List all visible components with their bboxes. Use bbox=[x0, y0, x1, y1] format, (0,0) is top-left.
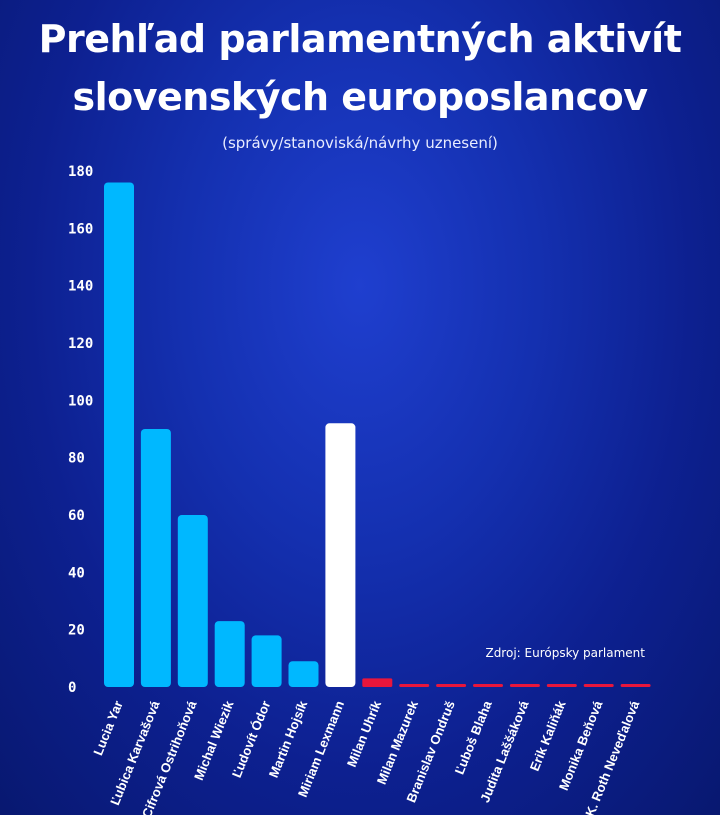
x-tick-label: Ľuboš Blaha bbox=[452, 698, 495, 777]
bars-group bbox=[104, 182, 651, 687]
bar bbox=[546, 684, 577, 687]
y-tick-label: 160 bbox=[68, 221, 93, 237]
x-tick-label: Ľudovít Ódor bbox=[229, 699, 273, 780]
x-tick-label: Erik Kaliňák bbox=[527, 698, 569, 773]
bar bbox=[325, 423, 356, 687]
y-tick-label: 120 bbox=[68, 336, 93, 352]
y-tick-label: 180 bbox=[68, 164, 93, 180]
bar bbox=[140, 429, 171, 687]
y-tick-label: 0 bbox=[68, 680, 76, 696]
bar bbox=[177, 515, 208, 687]
bar bbox=[509, 684, 540, 687]
y-tick-label: 140 bbox=[68, 279, 93, 295]
source-note: Zdroj: Európsky parlament bbox=[485, 646, 645, 660]
chart-title-line2: slovenských europoslancov bbox=[72, 75, 648, 119]
bar bbox=[399, 684, 430, 687]
chart-title-line1: Prehľad parlamentných aktivít bbox=[38, 17, 682, 61]
y-tick-label: 100 bbox=[68, 393, 93, 409]
y-axis: 0 20 40 60 80 100 120 140 160 180 bbox=[68, 164, 93, 696]
bar bbox=[620, 684, 651, 687]
x-tick-label: Martin Hojsík bbox=[266, 698, 311, 780]
x-tick-label: Milan Uhrík bbox=[344, 698, 384, 769]
bar bbox=[251, 635, 282, 687]
bar bbox=[214, 621, 245, 687]
bar bbox=[473, 684, 503, 687]
bar bbox=[104, 182, 134, 687]
bar bbox=[362, 678, 393, 687]
y-tick-label: 40 bbox=[68, 565, 85, 581]
x-tick-label: Lucia Yar bbox=[90, 699, 125, 758]
y-tick-label: 20 bbox=[68, 623, 85, 639]
bar bbox=[436, 684, 467, 687]
bar bbox=[583, 684, 614, 687]
chart-subtitle: (správy/stanoviská/návrhy uznesení) bbox=[222, 134, 498, 152]
bar bbox=[288, 661, 319, 687]
y-tick-label: 80 bbox=[68, 451, 85, 467]
y-tick-label: 60 bbox=[68, 508, 85, 524]
